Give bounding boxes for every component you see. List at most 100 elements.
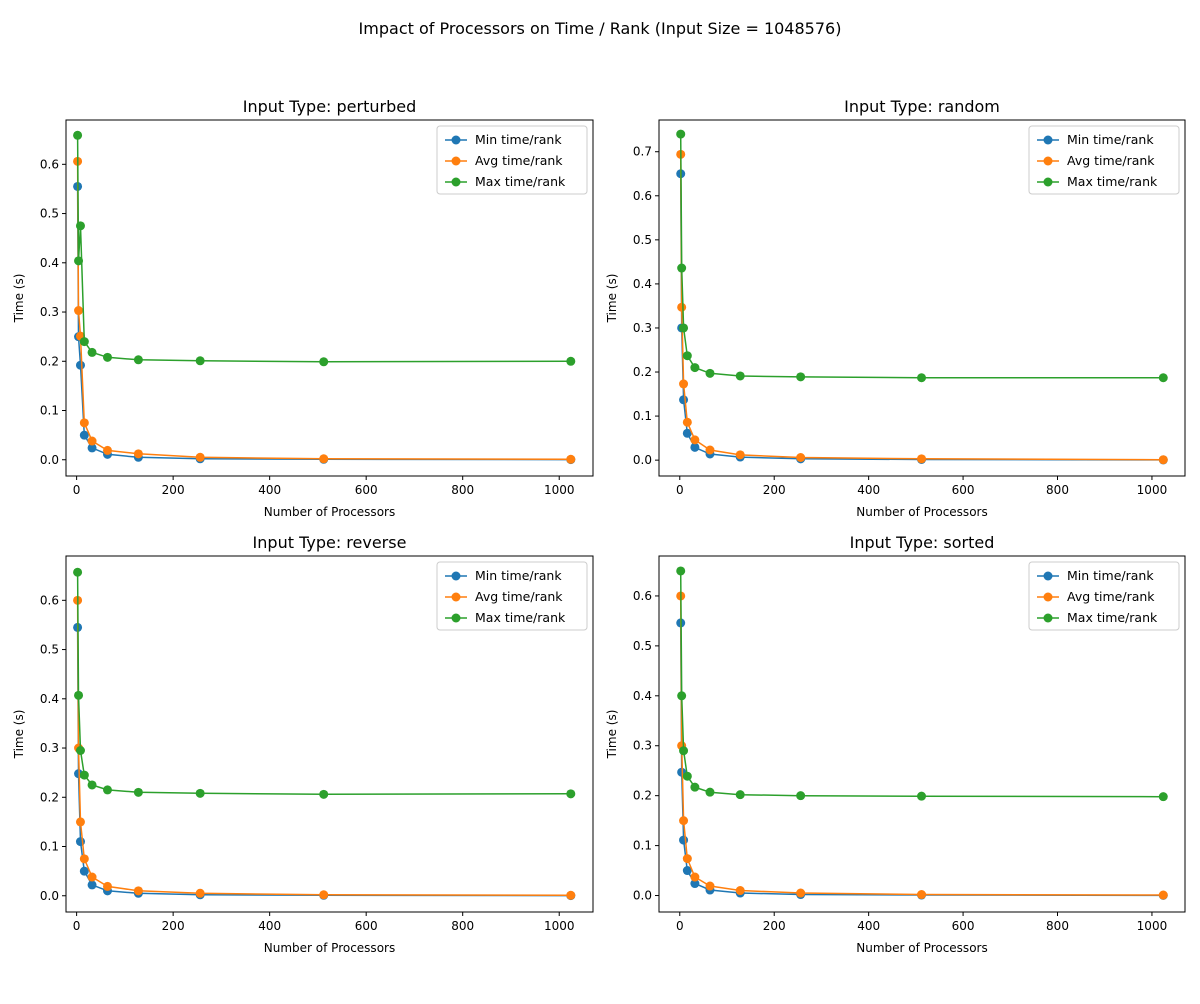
legend-label: Avg time/rank	[1067, 589, 1155, 604]
legend-label: Avg time/rank	[1067, 153, 1155, 168]
legend-label: Avg time/rank	[475, 153, 563, 168]
data-point-max	[917, 373, 927, 383]
legend-label: Min time/rank	[1067, 568, 1154, 583]
legend-marker-max	[1043, 177, 1053, 187]
x-tick-label: 600	[355, 483, 378, 497]
data-point-min	[690, 879, 700, 889]
y-tick-label: 0.5	[40, 207, 59, 221]
legend-label: Max time/rank	[475, 174, 566, 189]
y-tick-label: 0.0	[633, 889, 652, 903]
y-tick-label: 0.3	[40, 305, 59, 319]
x-tick-label: 800	[1046, 483, 1069, 497]
plot-frame	[658, 119, 1186, 477]
y-tick-label: 0.5	[633, 639, 652, 653]
legend-marker-min	[1043, 135, 1053, 145]
legend-label: Min time/rank	[475, 568, 562, 583]
data-point-min	[75, 360, 85, 370]
data-point-min	[679, 395, 689, 405]
data-point-avg	[705, 445, 715, 455]
x-tick-label: 800	[451, 919, 474, 933]
legend-marker-avg	[1043, 592, 1053, 602]
chart-panel: Input Type: sorted 0 200 400 600 800 1000 0.0 0.…	[605, 533, 1186, 955]
y-tick-label: 0.4	[633, 277, 652, 291]
data-point-max	[917, 791, 927, 801]
x-tick-label: 200	[763, 483, 786, 497]
panel-title: Input Type: reverse	[253, 533, 407, 552]
legend-label: Min time/rank	[475, 132, 562, 147]
y-tick-label: 0.6	[40, 157, 59, 171]
x-tick-label: 200	[162, 919, 185, 933]
data-point-avg	[917, 454, 927, 464]
x-tick-label: 400	[258, 919, 281, 933]
series-line-max	[679, 570, 1164, 798]
x-tick-label: 1000	[544, 919, 575, 933]
y-axis-label: Time (s)	[12, 274, 26, 324]
data-point-max	[319, 789, 329, 799]
data-point-max	[682, 351, 692, 361]
panel-title: Input Type: perturbed	[243, 97, 416, 116]
data-point-min	[682, 866, 692, 876]
y-tick-label: 0.0	[40, 453, 59, 467]
y-tick-label: 0.5	[633, 233, 652, 247]
y-tick-label: 0.2	[40, 354, 59, 368]
data-point-max	[735, 790, 745, 800]
legend-marker-max	[451, 613, 461, 623]
data-point-min	[79, 866, 89, 876]
chart-panel: Input Type: perturbed 0 200 400 600 800 1000 0.…	[12, 97, 594, 519]
data-point-min	[682, 428, 692, 438]
x-tick-label: 600	[355, 919, 378, 933]
legend-box	[436, 125, 588, 195]
data-point-avg	[103, 881, 113, 891]
plot-frame	[65, 119, 594, 477]
series-line-avg	[76, 161, 571, 461]
data-point-max	[705, 368, 715, 378]
data-point-avg	[566, 890, 576, 900]
data-point-max	[195, 788, 205, 798]
data-point-avg	[319, 454, 329, 464]
y-axis-label: Time (s)	[605, 710, 619, 760]
data-point-max	[796, 791, 806, 801]
data-point-min	[87, 880, 97, 890]
data-point-max	[796, 372, 806, 382]
y-tick-label: 0.0	[40, 889, 59, 903]
chart-panel: Input Type: reverse 0 200 400 600 800 1000 0.0 0…	[12, 533, 594, 955]
series-line-avg	[679, 595, 1164, 896]
chart-panel: Input Type: random 0 200 400 600 800 1000 0.0 0.…	[605, 97, 1186, 519]
data-point-max	[682, 771, 692, 781]
y-tick-label: 0.5	[40, 643, 59, 657]
series-line-min	[679, 622, 1164, 897]
data-point-max	[79, 337, 89, 347]
data-point-max	[133, 355, 143, 365]
x-tick-label: 0	[73, 919, 81, 933]
series-line-min	[76, 627, 571, 897]
x-tick-label: 1000	[1137, 919, 1168, 933]
data-point-min	[75, 837, 85, 847]
data-point-avg	[74, 306, 84, 316]
data-point-avg	[796, 888, 806, 898]
data-point-avg	[195, 888, 205, 898]
data-point-avg	[917, 890, 927, 900]
data-point-avg	[195, 452, 205, 462]
x-tick-label: 800	[451, 483, 474, 497]
legend-box	[1028, 125, 1180, 195]
data-point-avg	[735, 450, 745, 460]
x-tick-label: 400	[857, 483, 880, 497]
x-tick-label: 200	[763, 919, 786, 933]
data-point-avg	[79, 418, 89, 428]
data-point-max	[103, 785, 113, 795]
y-tick-label: 0.2	[633, 365, 652, 379]
data-point-max	[677, 263, 687, 273]
legend-marker-min	[1043, 571, 1053, 581]
y-tick-label: 0.7	[633, 145, 652, 159]
x-tick-label: 1000	[1137, 483, 1168, 497]
legend-marker-max	[1043, 613, 1053, 623]
x-axis-label: Number of Processors	[264, 505, 395, 519]
y-tick-label: 0.4	[40, 692, 59, 706]
legend-marker-avg	[1043, 156, 1053, 166]
series-line-max	[76, 572, 571, 796]
data-point-max	[677, 691, 687, 701]
legend-marker-avg	[451, 592, 461, 602]
y-tick-label: 0.3	[40, 741, 59, 755]
x-tick-label: 0	[676, 919, 684, 933]
